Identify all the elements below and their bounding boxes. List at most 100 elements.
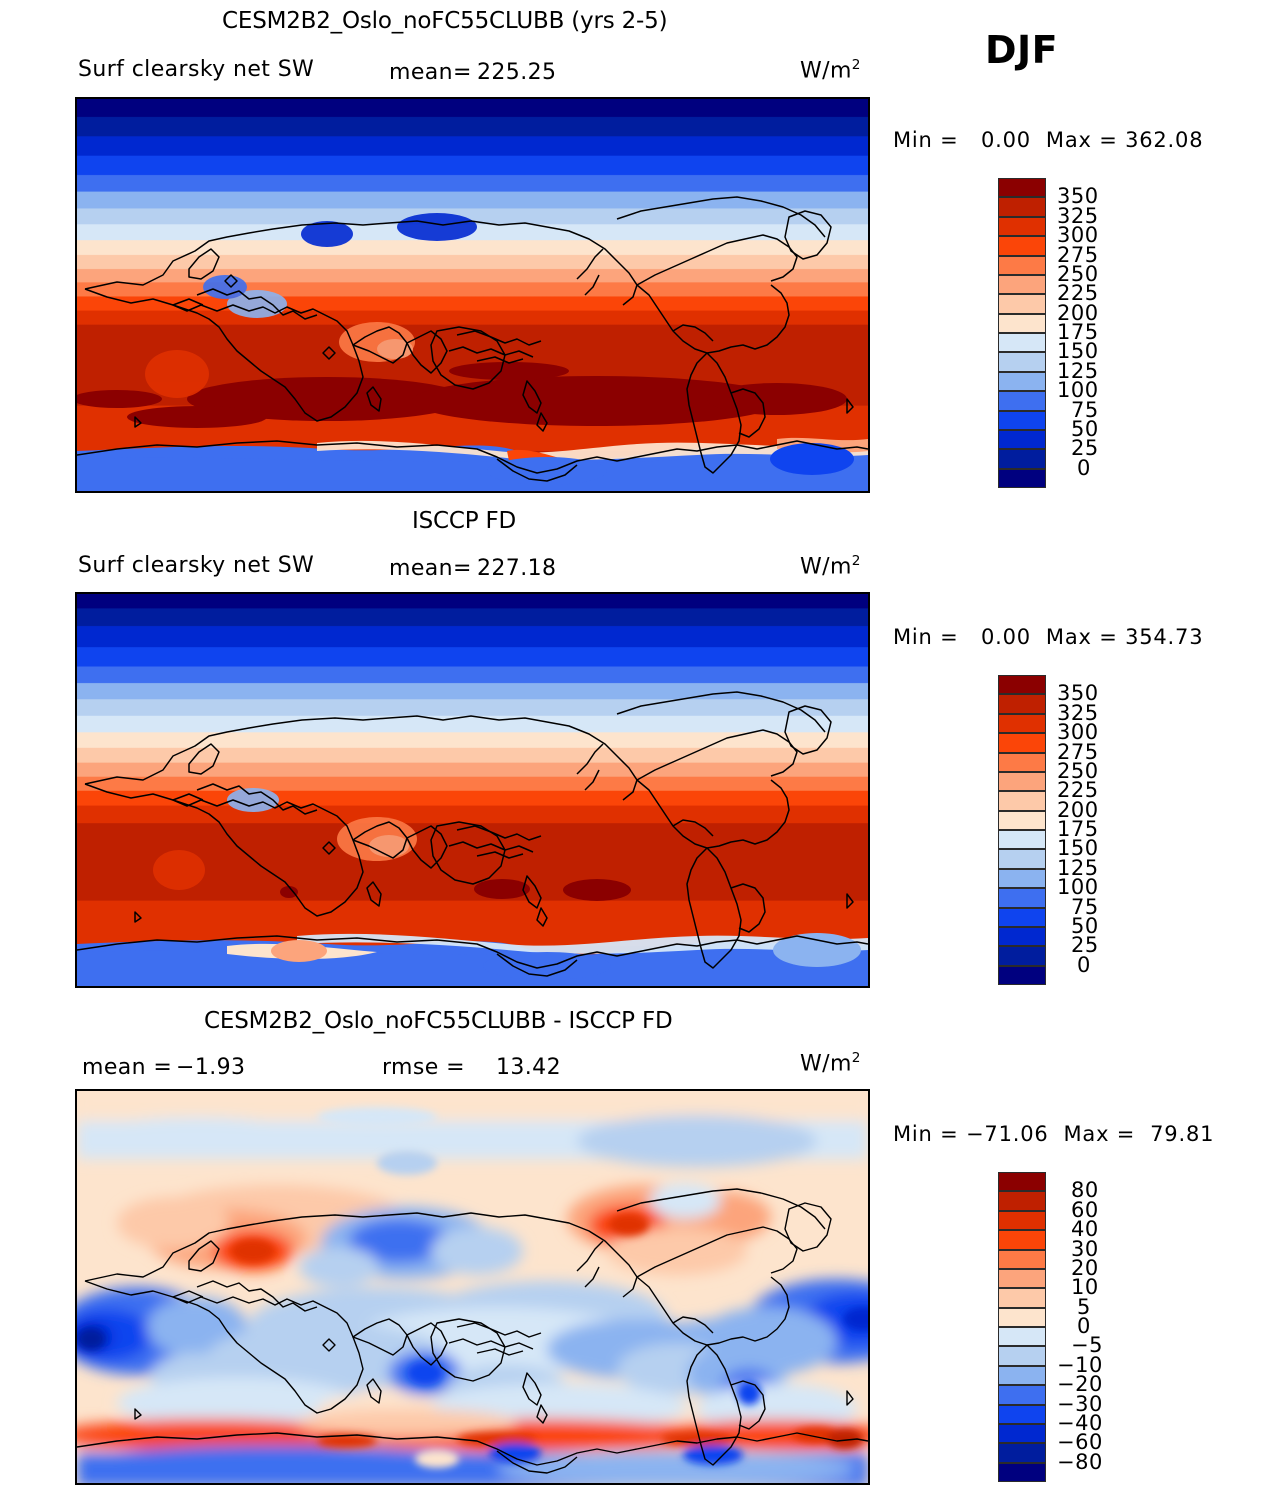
colorbar-band-1 — [998, 197, 1046, 217]
panel-3-title: CESM2B2_Oslo_noFC55CLUBB - ISCCP FD — [204, 1008, 673, 1034]
map-panel-model — [75, 97, 870, 493]
colorbar-tick-label: 125 — [1057, 855, 1099, 880]
colorbar-band-6 — [998, 791, 1046, 811]
colorbar-tick-label: 0 — [1077, 952, 1091, 977]
colorbar-tick-label: 25 — [1071, 436, 1099, 461]
colorbar-tick-label: 0 — [1077, 1314, 1091, 1338]
difference-map-svg — [77, 1091, 868, 1483]
colorbar-band-12 — [998, 907, 1046, 927]
colorbar-panel-3 — [998, 1172, 1046, 1482]
colorbar-tick-label: 225 — [1057, 778, 1099, 803]
panel-2-mean-label: mean= — [389, 556, 472, 581]
model-map-svg — [77, 99, 868, 491]
colorbar-panel-3-labels: 80 60 40 30 20 10 5 0 −5 −10 −20 −30 −40 −60 −80 — [1057, 1172, 1147, 1482]
colorbar-tick-label: 100 — [1057, 378, 1099, 403]
colorbar-band-3 — [998, 236, 1046, 256]
colorbar-band-5 — [998, 274, 1046, 295]
colorbar-band-4 — [998, 1249, 1046, 1269]
colorbar-tick-label: 225 — [1057, 281, 1099, 306]
colorbar-band-15 — [998, 1462, 1046, 1482]
colorbar-band-13 — [998, 429, 1046, 450]
colorbar-tick-label: −60 — [1057, 1430, 1103, 1455]
colorbar-band-13 — [998, 926, 1046, 947]
colorbar-tick-label: 30 — [1071, 1236, 1099, 1261]
map-panel-observation — [75, 592, 870, 988]
colorbar-tick-label: −80 — [1057, 1449, 1103, 1474]
colorbar-tick-label: 10 — [1071, 1275, 1099, 1300]
colorbar-band-12 — [998, 410, 1046, 430]
colorbar-tick-label: 5 — [1077, 1294, 1091, 1319]
colorbar-band-10 — [998, 371, 1046, 392]
colorbar-tick-label: 250 — [1057, 758, 1099, 783]
panel-1-mean-value: 225.25 — [477, 60, 557, 85]
panel-3-mean-value: −1.93 — [176, 1055, 246, 1080]
colorbar-band-4 — [998, 752, 1046, 772]
colorbar-band-8 — [998, 333, 1046, 353]
colorbar-band-5 — [998, 1268, 1046, 1289]
colorbar-tick-label: 325 — [1057, 203, 1099, 228]
colorbar-band-3 — [998, 733, 1046, 753]
colorbar-band-5 — [998, 771, 1046, 792]
colorbar-tick-label: 60 — [1071, 1197, 1099, 1222]
panel-3-units: W/m2 — [800, 1050, 861, 1077]
colorbar-tick-label: 75 — [1071, 894, 1099, 919]
panel-2-title: ISCCP FD — [412, 508, 517, 534]
colorbar-band-12 — [998, 1404, 1046, 1424]
colorbar-band-11 — [998, 1385, 1046, 1405]
colorbar-tick-label: 0 — [1077, 455, 1091, 480]
panel-1-units: W/m2 — [800, 57, 861, 84]
colorbar-tick-label: 175 — [1057, 817, 1099, 841]
season-label: DJF — [985, 28, 1059, 72]
panel-1-field-label: Surf clearsky net SW — [78, 57, 315, 82]
colorbar-tick-label: 200 — [1057, 300, 1099, 325]
colorbar-band-13 — [998, 1423, 1046, 1444]
panel-3-rmse-label: rmse = — [382, 1055, 465, 1080]
map-panel-difference — [75, 1089, 870, 1485]
colorbar-band-7 — [998, 313, 1046, 333]
colorbar-band-10 — [998, 1365, 1046, 1386]
colorbar-band-0 — [998, 1172, 1046, 1192]
colorbar-band-14 — [998, 1443, 1046, 1463]
colorbar-tick-label: 125 — [1057, 358, 1099, 383]
colorbar-band-4 — [998, 255, 1046, 275]
colorbar-tick-label: 80 — [1071, 1178, 1099, 1203]
colorbar-tick-label: 25 — [1071, 933, 1099, 958]
colorbar-band-2 — [998, 216, 1046, 237]
observation-map-svg — [77, 594, 868, 986]
colorbar-tick-label: 325 — [1057, 700, 1099, 725]
colorbar-tick-label: 150 — [1057, 339, 1099, 364]
colorbar-band-0 — [998, 675, 1046, 695]
colorbar-panel-2 — [998, 675, 1046, 985]
colorbar-band-9 — [998, 1346, 1046, 1366]
colorbar-tick-label: 150 — [1057, 836, 1099, 861]
colorbar-tick-label: 250 — [1057, 261, 1099, 286]
colorbar-tick-label: −30 — [1057, 1391, 1103, 1416]
colorbar-tick-label: 50 — [1071, 913, 1099, 938]
colorbar-band-9 — [998, 849, 1046, 869]
panel-3-rmse-value: 13.42 — [496, 1055, 561, 1080]
panel-1-title: CESM2B2_Oslo_noFC55CLUBB (yrs 2-5) — [222, 8, 668, 34]
colorbar-band-7 — [998, 1307, 1046, 1327]
colorbar-tick-label: 300 — [1057, 720, 1099, 745]
colorbar-band-8 — [998, 830, 1046, 850]
panel-3-minmax: Min = −71.06 Max = 79.81 — [893, 1122, 1215, 1146]
colorbar-band-2 — [998, 1210, 1046, 1231]
colorbar-tick-label: 275 — [1057, 242, 1099, 267]
panel-2-mean-value: 227.18 — [477, 556, 557, 581]
colorbar-tick-label: −5 — [1071, 1333, 1103, 1358]
colorbar-tick-label: 175 — [1057, 320, 1099, 344]
colorbar-tick-label: 300 — [1057, 223, 1099, 248]
colorbar-band-6 — [998, 1288, 1046, 1308]
colorbar-panel-1-labels: 350 325 300 275 250 225 200 175 150 125 100 75 50 25 0 — [1057, 178, 1137, 488]
colorbar-band-11 — [998, 888, 1046, 908]
colorbar-band-14 — [998, 449, 1046, 469]
colorbar-band-9 — [998, 352, 1046, 372]
colorbar-band-11 — [998, 391, 1046, 411]
colorbar-band-15 — [998, 965, 1046, 985]
colorbar-tick-label: 75 — [1071, 397, 1099, 422]
colorbar-band-15 — [998, 468, 1046, 488]
colorbar-tick-label: 275 — [1057, 739, 1099, 764]
colorbar-band-3 — [998, 1230, 1046, 1250]
colorbar-panel-1 — [998, 178, 1046, 488]
colorbar-band-7 — [998, 810, 1046, 830]
